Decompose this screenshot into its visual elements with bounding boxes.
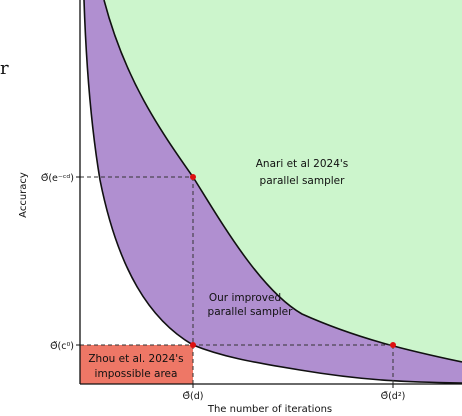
point-lower-left	[190, 342, 196, 348]
point-upper-intersection	[190, 174, 196, 180]
x-tick-label-left: Θ̃(d)	[183, 391, 204, 402]
y-tick-label-upper: Θ̃(e⁻ᶜᵈ)	[41, 173, 74, 184]
improved-curve	[83, 0, 462, 384]
zhou-region	[80, 345, 193, 384]
zhou-label-line1: Zhou et al. 2024's	[88, 353, 183, 365]
zhou-label-line2: impossible area	[95, 368, 178, 380]
improved-label-line2: parallel sampler	[208, 306, 294, 318]
anari-curve	[103, 0, 462, 363]
y-axis-label: Accuracy	[18, 172, 29, 218]
point-lower-right	[390, 342, 396, 348]
x-axis-label: The number of iterations	[207, 404, 332, 415]
improved-region	[84, 0, 462, 383]
x-tick-label-right: Θ̃(d²)	[381, 391, 406, 402]
side-text-fragment: r	[0, 58, 9, 79]
y-tick-label-lower: Θ̃(c⁰)	[50, 341, 74, 352]
anari-region	[104, 0, 462, 362]
improved-label-line1: Our improved	[209, 292, 281, 304]
anari-label-line2: parallel sampler	[260, 175, 346, 187]
anari-label-line1: Anari et al 2024's	[256, 158, 349, 170]
